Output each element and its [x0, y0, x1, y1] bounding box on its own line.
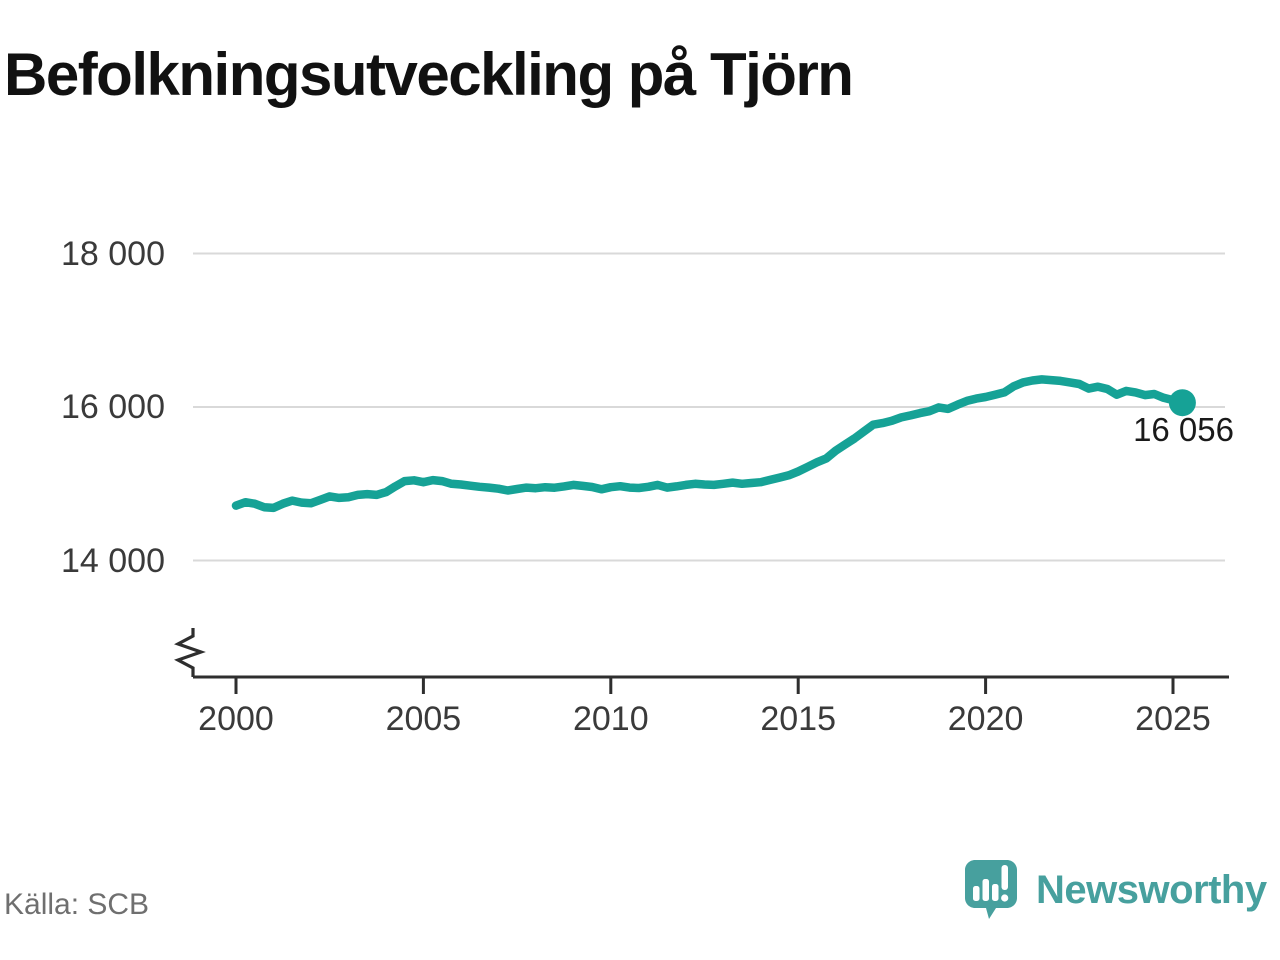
population-line [231, 375, 1187, 513]
newsworthy-logo-text: Newsworthy [1036, 868, 1267, 912]
logo-bar-icon [982, 879, 989, 901]
logo-bar-icon [992, 884, 999, 901]
x-axis-label: 2020 [947, 700, 1024, 738]
newsworthy-logo-icon [965, 860, 1017, 919]
y-axis-label: 16 000 [61, 388, 165, 426]
axis-break-icon [174, 628, 206, 677]
source-text: Källa: SCB [4, 888, 150, 921]
chart-title: Befolkningsutveckling på Tjörn [4, 41, 854, 108]
logo-exclamation-dot [1001, 894, 1009, 902]
x-axis-label: 2010 [572, 700, 649, 738]
y-axis-label: 18 000 [61, 234, 165, 273]
y-axis-label: 14 000 [61, 541, 165, 580]
logo-exclamation-icon [1001, 865, 1008, 890]
newsworthy-logo: Newsworthy [962, 858, 1267, 922]
logo-bar-icon [973, 886, 980, 901]
x-axis-label: 2025 [1135, 700, 1211, 738]
x-axis-label: 2000 [198, 700, 274, 738]
x-axis-label: 2015 [760, 700, 836, 738]
last-point-marker [1168, 389, 1196, 417]
x-axis-label: 2005 [385, 700, 462, 738]
logo-bubble-shape [965, 860, 1017, 919]
last-value-label: 16 056 [1133, 411, 1234, 448]
